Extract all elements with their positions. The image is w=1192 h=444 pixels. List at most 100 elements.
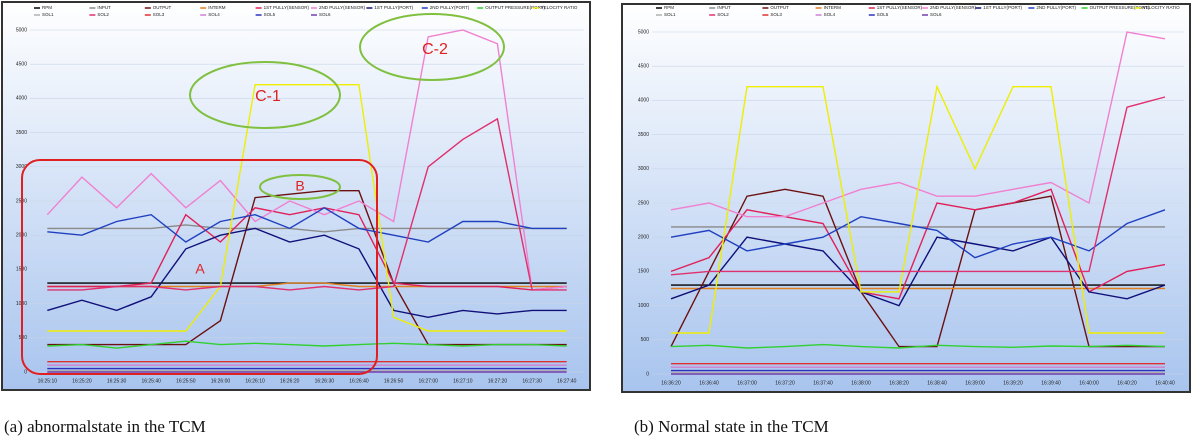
y-tick-label: 0 xyxy=(24,369,27,375)
series-line xyxy=(47,227,567,319)
x-tick-label: 16:39:40 xyxy=(1041,380,1061,386)
legend-label: SOL6 xyxy=(319,12,331,17)
y-tick-label: 1500 xyxy=(638,269,649,275)
legend-label: OUTPUT xyxy=(770,5,789,10)
series-line xyxy=(47,207,567,291)
chart-frame xyxy=(621,3,1191,393)
highlight-ellipse xyxy=(359,13,505,81)
legend-label: SOL4 xyxy=(824,12,836,17)
legend-label: SOL3 xyxy=(770,12,782,17)
series-line xyxy=(671,84,1165,334)
series-line xyxy=(670,188,1166,300)
series-line xyxy=(670,96,1166,276)
legend-label: 2ND PULLY(PORT) xyxy=(1036,5,1076,10)
legend-label: 1ST PULLY(PORT) xyxy=(983,5,1022,10)
x-tick-label: 16:36:20 xyxy=(661,380,681,386)
legend-label: OUTPUT xyxy=(153,5,172,10)
x-tick-label: 16:27:40 xyxy=(557,378,577,384)
annotation: C-2 xyxy=(422,41,448,58)
annotation: C-1 xyxy=(255,88,281,105)
highlight-ellipse xyxy=(259,174,341,200)
legend-label: INPUT xyxy=(717,5,731,10)
x-tick-label: 16:37:40 xyxy=(813,380,833,386)
x-tick-label: 16:36:40 xyxy=(699,380,719,386)
legend-label: SOL2 xyxy=(717,12,729,17)
charts: 0 500 1000 1500 2000 2500 3000 3500 4000 4500 5000… xyxy=(16,5,1184,386)
x-tick-label: 16:26:40 xyxy=(349,378,369,384)
y-tick-label: 2000 xyxy=(638,235,649,241)
y-tick-label: 500 xyxy=(641,337,650,343)
legend-label: 2ND PULLY(PORT) xyxy=(430,5,470,10)
legend-label: 1ST PULLY(PORT) xyxy=(374,5,413,10)
series-line xyxy=(47,117,567,291)
y-tick-label: 3500 xyxy=(638,132,649,138)
y-tick-label: 5000 xyxy=(638,29,649,35)
legend-label: 2ND PULLY(SENSOR) xyxy=(319,5,366,10)
legend-label: RPM xyxy=(42,5,52,10)
annotation: B xyxy=(295,178,304,194)
y-tick-label: 1000 xyxy=(638,303,649,309)
legend-label: RPM xyxy=(664,5,674,10)
y-tick-label: 3000 xyxy=(16,164,27,170)
y-tick-label: 5000 xyxy=(16,27,27,33)
series-line xyxy=(670,343,1166,349)
x-tick-label: 16:38:40 xyxy=(927,380,947,386)
y-tick-label: 4500 xyxy=(16,62,27,68)
series-line xyxy=(47,84,567,332)
highlight-ellipse xyxy=(189,61,341,129)
x-tick-label: 16:25:10 xyxy=(38,378,58,384)
caption: (b) Normal state in the TCM xyxy=(634,417,829,436)
highlight-box xyxy=(21,159,378,375)
annotations: A B C-1 C-2 xyxy=(21,13,505,375)
legend-label: 1ST PULLY(SENSOR) xyxy=(877,5,923,10)
x-tick-label: 16:27:20 xyxy=(488,378,508,384)
legend-label: SOL3 xyxy=(153,12,165,17)
x-tick-label: 16:26:20 xyxy=(280,378,300,384)
legend-label: OUTPUT PRESSURE(PORT) xyxy=(485,5,545,10)
chart-frame xyxy=(1,1,591,391)
annotation: A xyxy=(195,261,205,277)
x-tick-label: 16:38:00 xyxy=(851,380,871,386)
y-tick-label: 4500 xyxy=(638,64,649,70)
legend-label: INTERM xyxy=(824,5,842,10)
y-tick-label: 4000 xyxy=(638,98,649,104)
legend-label: 2ND PULLY(SENSOR) xyxy=(930,5,977,10)
legend-label: SOL6 xyxy=(930,12,942,17)
legend-label: SOL1 xyxy=(42,12,54,17)
chart: 0 500 1000 1500 2000 2500 3000 3500 4000 4500 5000… xyxy=(638,5,1184,386)
legend-label: INTERM xyxy=(208,5,226,10)
caption: (a) abnormalstate in the TCM xyxy=(4,417,206,436)
x-tick-label: 16:25:20 xyxy=(72,378,92,384)
series-line xyxy=(46,29,567,291)
x-tick-label: 16:37:20 xyxy=(775,380,795,386)
x-tick-label: 16:27:10 xyxy=(453,378,473,384)
x-tick-label: 16:37:00 xyxy=(737,380,757,386)
legend-label: SOL5 xyxy=(877,12,889,17)
series-line xyxy=(47,340,567,349)
legend-label: SOL2 xyxy=(97,12,109,17)
series-line xyxy=(670,209,1166,259)
legend-label: SOL1 xyxy=(664,12,676,17)
x-tick-label: 16:26:30 xyxy=(315,378,335,384)
x-tick-label: 16:40:20 xyxy=(1117,380,1137,386)
x-tick-label: 16:38:20 xyxy=(889,380,909,386)
x-tick-label: 16:27:30 xyxy=(522,378,542,384)
x-tick-label: 16:40:40 xyxy=(1155,380,1175,386)
x-tick-label: 16:40:00 xyxy=(1079,380,1099,386)
y-tick-label: 3500 xyxy=(16,130,27,136)
legend-label: SOL4 xyxy=(208,12,220,17)
legend-label: OUTPUT PRESSURE(PORT) xyxy=(1090,5,1150,10)
legend-label: SOL5 xyxy=(264,12,276,17)
y-tick-label: 2500 xyxy=(638,200,649,206)
x-tick-label: 16:25:50 xyxy=(176,378,196,384)
y-tick-label: 3000 xyxy=(638,166,649,172)
x-tick-label: 16:26:00 xyxy=(211,378,231,384)
x-tick-label: 16:27:00 xyxy=(418,378,438,384)
series-line xyxy=(47,224,567,233)
x-tick-label: 16:39:20 xyxy=(1003,380,1023,386)
legend-label: INPUT xyxy=(97,5,111,10)
x-tick-label: 16:25:40 xyxy=(141,378,161,384)
legend-label: VELOCITY RATIO xyxy=(1143,5,1180,10)
x-tick-label: 16:26:10 xyxy=(245,378,265,384)
